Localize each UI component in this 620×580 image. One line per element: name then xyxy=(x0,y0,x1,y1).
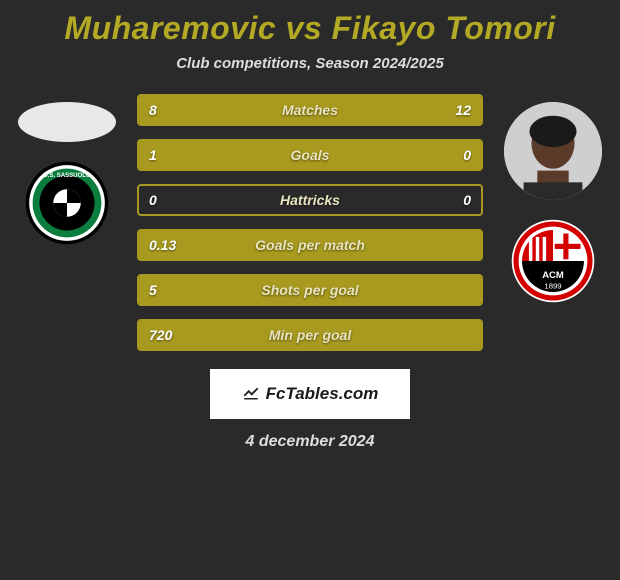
stat-row: 0.13 Goals per match xyxy=(137,229,483,261)
left-club-badge: U.S. SASSUOLO xyxy=(24,160,110,246)
stat-label: Goals xyxy=(291,147,330,163)
left-player-column: U.S. SASSUOLO xyxy=(11,94,123,246)
page-title: Muharemovic vs Fikayo Tomori xyxy=(0,10,620,47)
stat-label: Shots per goal xyxy=(261,282,358,298)
stat-label: Min per goal xyxy=(269,327,351,343)
stat-content: 0 Hattricks 0 xyxy=(139,186,481,214)
svg-text:ACM: ACM xyxy=(542,270,564,281)
stat-row: 720 Min per goal xyxy=(137,319,483,351)
stat-right-value: 0 xyxy=(463,192,471,208)
date-text: 4 december 2024 xyxy=(0,433,620,451)
subtitle: Club competitions, Season 2024/2025 xyxy=(0,55,620,72)
chart-icon xyxy=(242,383,260,406)
watermark-text: FcTables.com xyxy=(266,384,379,404)
stat-content: 5 Shots per goal xyxy=(139,276,481,304)
stats-column: 8 Matches 12 1 Goals 0 0 Hattricks 0 0.13 Goals pe… xyxy=(137,94,483,351)
acmilan-badge-icon: ACM 1899 xyxy=(510,218,596,304)
svg-text:U.S. SASSUOLO: U.S. SASSUOLO xyxy=(43,173,90,179)
stat-left-value: 0.13 xyxy=(149,237,176,253)
stat-left-value: 5 xyxy=(149,282,157,298)
stat-left-value: 1 xyxy=(149,147,157,163)
stat-content: 0.13 Goals per match xyxy=(139,231,481,259)
stat-right-value: 0 xyxy=(463,147,471,163)
stat-row: 5 Shots per goal xyxy=(137,274,483,306)
stat-left-value: 720 xyxy=(149,327,172,343)
comparison-card: Muharemovic vs Fikayo Tomori Club compet… xyxy=(0,0,620,451)
right-player-photo xyxy=(504,102,602,200)
stat-content: 8 Matches 12 xyxy=(139,96,481,124)
stat-label: Hattricks xyxy=(280,192,340,208)
watermark: FcTables.com xyxy=(210,369,410,419)
stat-row: 0 Hattricks 0 xyxy=(137,184,483,216)
right-player-column: ACM 1899 xyxy=(497,94,609,304)
stat-left-value: 8 xyxy=(149,102,157,118)
stat-right-value: 12 xyxy=(455,102,471,118)
stat-left-value: 0 xyxy=(149,192,157,208)
stat-label: Goals per match xyxy=(255,237,365,253)
svg-text:1899: 1899 xyxy=(544,282,561,291)
stat-label: Matches xyxy=(282,102,338,118)
stat-content: 1 Goals 0 xyxy=(139,141,481,169)
sassuolo-badge-icon: U.S. SASSUOLO xyxy=(24,160,110,246)
stat-row: 8 Matches 12 xyxy=(137,94,483,126)
player-avatar-icon xyxy=(504,102,602,200)
stat-row: 1 Goals 0 xyxy=(137,139,483,171)
left-player-photo xyxy=(18,102,116,142)
main-content: U.S. SASSUOLO 8 Matches 12 1 Goals 0 0 Hattrick… xyxy=(0,94,620,351)
stat-content: 720 Min per goal xyxy=(139,321,481,349)
right-club-badge: ACM 1899 xyxy=(510,218,596,304)
